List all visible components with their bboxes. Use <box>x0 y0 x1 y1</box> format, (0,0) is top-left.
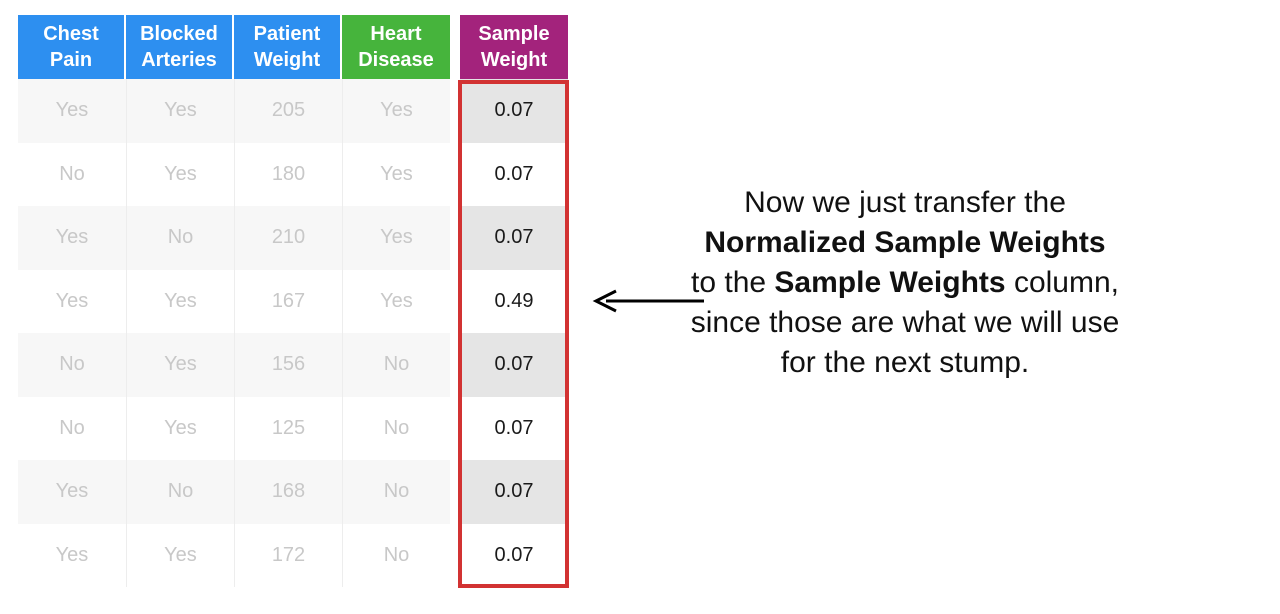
header-patient-weight: Patient Weight <box>234 15 342 79</box>
table-row: No Yes 180 Yes <box>18 142 450 206</box>
sample-weight-cell: 0.07 <box>460 206 568 270</box>
table-row: Yes Yes 172 No <box>18 523 450 587</box>
table-cell: Yes <box>342 79 450 143</box>
data-table: Chest Pain Blocked Arteries Patient Weig… <box>18 15 450 587</box>
table-body: Yes Yes 205 Yes No Yes 180 Yes Yes No 210 Yes Yes Yes… <box>18 79 450 587</box>
table-cell: Yes <box>18 206 126 270</box>
table-cell: No <box>342 396 450 460</box>
table-row: Yes No 168 No <box>18 460 450 524</box>
table-cell: 168 <box>234 460 342 524</box>
table-cell: Yes <box>18 523 126 587</box>
table-cell: Yes <box>126 523 234 587</box>
sample-weight-cell: 0.07 <box>460 396 568 460</box>
table-cell: 156 <box>234 333 342 397</box>
table-row: No Yes 125 No <box>18 396 450 460</box>
table-cell: Yes <box>126 333 234 397</box>
table-row: No Yes 156 No <box>18 333 450 397</box>
table-header-row: Chest Pain Blocked Arteries Patient Weig… <box>18 15 450 79</box>
table-cell: 172 <box>234 523 342 587</box>
header-sample-weight: Sample Weight <box>460 15 568 79</box>
table-row: Yes Yes 205 Yes <box>18 79 450 143</box>
sample-weight-column: Sample Weight 0.07 0.07 0.07 0.49 0.07 0.07 0.… <box>460 15 568 587</box>
table-cell: Yes <box>126 396 234 460</box>
sample-weight-cell: 0.07 <box>460 333 568 397</box>
sample-weight-cell: 0.49 <box>460 269 568 333</box>
table-cell: 180 <box>234 142 342 206</box>
sample-weight-cell: 0.07 <box>460 79 568 143</box>
table-cell: No <box>18 396 126 460</box>
table-row: Yes Yes 167 Yes <box>18 269 450 333</box>
table-cell: No <box>126 460 234 524</box>
sample-weight-cell: 0.07 <box>460 460 568 524</box>
sample-weight-body: 0.07 0.07 0.07 0.49 0.07 0.07 0.07 0.07 <box>460 79 568 587</box>
explanation-bold-normalized-sample-weights: Normalized Sample Weights <box>704 226 1106 259</box>
left-arrow-icon <box>592 289 704 313</box>
table-cell: No <box>126 206 234 270</box>
table-cell: Yes <box>126 269 234 333</box>
table-cell: 125 <box>234 396 342 460</box>
table-cell: Yes <box>126 79 234 143</box>
table-cell: No <box>342 523 450 587</box>
table-cell: No <box>18 142 126 206</box>
table-cell: Yes <box>18 269 126 333</box>
header-blocked-arteries: Blocked Arteries <box>126 15 234 79</box>
table-cell: Yes <box>126 142 234 206</box>
explanation-part-2: to the <box>691 266 767 299</box>
table-cell: No <box>342 460 450 524</box>
table-cell: 210 <box>234 206 342 270</box>
sample-weight-cell: 0.07 <box>460 142 568 206</box>
sample-weight-cell: 0.07 <box>460 523 568 587</box>
explanation-part-3: column, since those are what we will use… <box>690 266 1120 379</box>
table-cell: No <box>342 333 450 397</box>
table-cell: Yes <box>18 460 126 524</box>
table-row: Yes No 210 Yes <box>18 206 450 270</box>
table-cell: 205 <box>234 79 342 143</box>
table-cell: Yes <box>342 142 450 206</box>
table-cell: 167 <box>234 269 342 333</box>
explanation-bold-sample-weights: Sample Weights <box>774 266 1006 299</box>
explanation-text: Now we just transfer the Normalized Samp… <box>690 183 1120 383</box>
table-cell: Yes <box>342 206 450 270</box>
explanation-part-1: Now we just transfer the <box>744 186 1066 219</box>
table-cell: No <box>18 333 126 397</box>
header-chest-pain: Chest Pain <box>18 15 126 79</box>
table-cell: Yes <box>18 79 126 143</box>
table-cell: Yes <box>342 269 450 333</box>
header-heart-disease: Heart Disease <box>342 15 450 79</box>
